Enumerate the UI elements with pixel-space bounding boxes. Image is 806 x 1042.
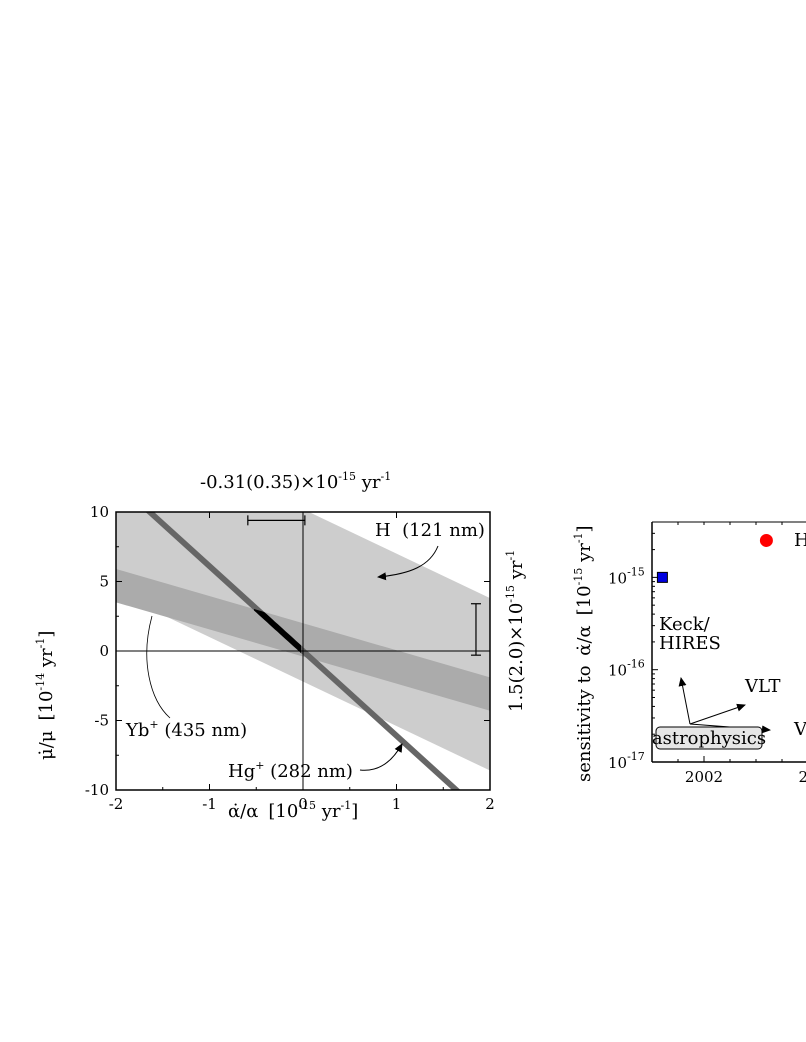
y-tick-label: 0 [99, 642, 109, 660]
right-data-points [656, 533, 773, 583]
arrow-to-keck [678, 677, 691, 725]
left-chart: -0.31(0.35)×10-15 yr-1 -2 -1 0 1 2 1050-5-10… [34, 470, 527, 822]
combined-region [254, 609, 302, 654]
y-tick-label: 10 [90, 503, 109, 521]
chart-title: -0.31(0.35)×10-15 yr-1 [200, 470, 391, 493]
right-y-tick-label: 10-15 [608, 565, 645, 587]
x-axis-label: α̇/α [10-15 yr-1] [228, 799, 358, 822]
y-axis-label: μ̇/μ[10-14 yr-1] [34, 631, 57, 760]
x-axis: -2 -1 0 1 2 [109, 512, 495, 813]
x-tick-label: -2 [109, 795, 124, 813]
right-y-tick-label: 10-16 [608, 658, 645, 680]
leader-yb-band [146, 615, 171, 719]
astrophysics-label: astrophysics [652, 728, 766, 749]
y-tick-label: -10 [85, 781, 109, 799]
point-keckhires [656, 571, 668, 583]
arrow-to-vlt [689, 703, 746, 725]
right-y-axis: 10-15 10-16 10-17 [608, 532, 658, 772]
right-chart: 10-15 10-16 10-17 2002 20 sensitivity to α̇… [572, 521, 806, 786]
x-tick-label: -1 [202, 795, 217, 813]
label-v-cut: V [793, 719, 806, 740]
right-x-tick-label: 2002 [685, 768, 723, 786]
x-tick-label: 2 [485, 795, 495, 813]
label-keck-line1: Keck/ [659, 614, 711, 635]
label-hg-band: Hg+ (282 nm) [228, 759, 353, 782]
astrophysics-box [655, 726, 763, 750]
label-vlt: VLT [744, 676, 781, 697]
right-axis-label: 1.5(2.0)×10-15 yr-1 [504, 550, 527, 712]
label-h-cut: H [794, 530, 806, 551]
y-axis: 10 5 0 -5 -10 [85, 503, 490, 799]
x-tick-label: 0 [298, 795, 308, 813]
point-h [759, 533, 773, 547]
vertical-error-bar [470, 603, 481, 656]
arrow-hg-band [359, 743, 403, 771]
label-h-band: H (121 nm) [375, 520, 485, 541]
label-keck-line2: HIRES [659, 633, 721, 654]
y-tick-label: -5 [94, 712, 109, 730]
x-tick-label: 1 [392, 795, 402, 813]
arrow-h-band [377, 545, 439, 581]
label-yb-band: Yb+ (435 nm) [125, 718, 247, 741]
horizontal-error-bar [247, 515, 306, 526]
y-tick-label: 5 [99, 573, 109, 591]
right-y-tick-label: 10-17 [608, 750, 645, 772]
right-y-axis-label: sensitivity to α̇/α[10-15 yr-1] [572, 525, 595, 782]
right-x-tick-label: 20 [798, 768, 806, 786]
right-x-axis: 2002 20 [651, 522, 806, 786]
